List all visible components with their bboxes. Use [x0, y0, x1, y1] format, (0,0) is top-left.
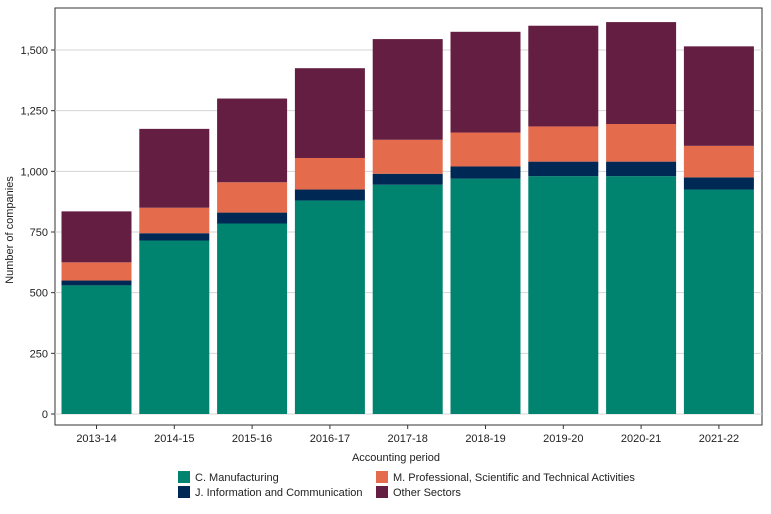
- y-axis: 0 250 500 750 1,000 1,250 1,500: [20, 45, 55, 421]
- x-tick-label: 2019-20: [543, 433, 583, 445]
- bar-segment-2015-16-3: [217, 98, 288, 183]
- y-tick-label: 1,500: [20, 45, 48, 57]
- x-tick-label: 2017-18: [388, 433, 428, 445]
- x-axis-title: Accounting period: [352, 452, 440, 464]
- bar-segment-2021-22-1: [683, 177, 754, 190]
- bar-segment-2017-18-2: [372, 139, 443, 174]
- x-tick-label: 2020-21: [621, 433, 661, 445]
- x-tick-label: 2015-16: [232, 433, 272, 445]
- y-tick-label: 750: [30, 227, 48, 239]
- y-tick-label: 500: [30, 288, 48, 300]
- legend-label-3: Other Sectors: [393, 487, 461, 499]
- bar-segment-2020-21-1: [606, 161, 677, 177]
- legend-swatch-1: [178, 486, 190, 498]
- bar-segment-2020-21-2: [606, 124, 677, 162]
- plot-border: [54, 7, 763, 426]
- bar-segment-2016-17-0: [294, 200, 365, 414]
- bar-segment-2013-14-2: [61, 262, 132, 281]
- bar-segment-2016-17-2: [294, 157, 365, 190]
- bar-segment-2016-17-1: [294, 189, 365, 201]
- bar-segment-2013-14-3: [61, 211, 132, 263]
- bar-segment-2021-22-2: [683, 145, 754, 178]
- x-tick-label: 2018-19: [465, 433, 505, 445]
- bar-segment-2014-15-1: [139, 233, 210, 241]
- bars: [61, 22, 754, 414]
- legend-swatch-3: [376, 486, 388, 498]
- legend-label-1: J. Information and Communication: [195, 487, 363, 499]
- bar-segment-2017-18-1: [372, 173, 443, 185]
- bar-segment-2014-15-2: [139, 207, 210, 234]
- legend-swatch-0: [178, 471, 190, 483]
- y-tick-label: 250: [30, 348, 48, 360]
- bar-segment-2014-15-0: [139, 240, 210, 414]
- bar-segment-2014-15-3: [139, 128, 210, 208]
- bar-segment-2021-22-3: [683, 46, 754, 146]
- x-tick-label: 2021-22: [699, 433, 739, 445]
- x-tick-label: 2014-15: [154, 433, 194, 445]
- bar-segment-2013-14-0: [61, 285, 132, 414]
- bar-segment-2018-19-1: [450, 166, 521, 179]
- legend: C. Manufacturing J. Information and Commu…: [178, 471, 635, 499]
- bar-segment-2017-18-0: [372, 184, 443, 414]
- bar-segment-2019-20-2: [528, 126, 599, 162]
- bar-segment-2020-21-3: [606, 22, 677, 125]
- bar-segment-2019-20-0: [528, 176, 599, 414]
- legend-label-0: C. Manufacturing: [195, 472, 279, 484]
- y-tick-label: 0: [42, 409, 48, 421]
- bar-segment-2018-19-3: [450, 31, 521, 133]
- y-axis-title: Number of companies: [4, 176, 16, 284]
- bar-segment-2015-16-1: [217, 212, 288, 224]
- legend-label-2: M. Professional, Scientific and Technica…: [393, 472, 635, 484]
- bar-segment-2013-14-1: [61, 280, 132, 286]
- bar-segment-2015-16-2: [217, 182, 288, 213]
- y-tick-label: 1,000: [20, 166, 48, 178]
- bar-segment-2019-20-1: [528, 161, 599, 177]
- bar-segment-2017-18-3: [372, 39, 443, 140]
- bar-segment-2015-16-0: [217, 223, 288, 414]
- bar-segment-2019-20-3: [528, 25, 599, 127]
- bar-segment-2018-19-2: [450, 132, 521, 167]
- y-tick-label: 1,250: [20, 106, 48, 118]
- legend-swatch-2: [376, 471, 388, 483]
- x-axis: 2013-14 2014-15 2015-16 2016-17 2017-18 2018-…: [76, 425, 739, 445]
- bar-segment-2020-21-0: [606, 176, 677, 414]
- x-tick-label: 2013-14: [76, 433, 116, 445]
- x-tick-label: 2016-17: [310, 433, 350, 445]
- bar-segment-2021-22-0: [683, 189, 754, 414]
- bar-segment-2018-19-0: [450, 178, 521, 414]
- bar-segment-2016-17-3: [294, 68, 365, 158]
